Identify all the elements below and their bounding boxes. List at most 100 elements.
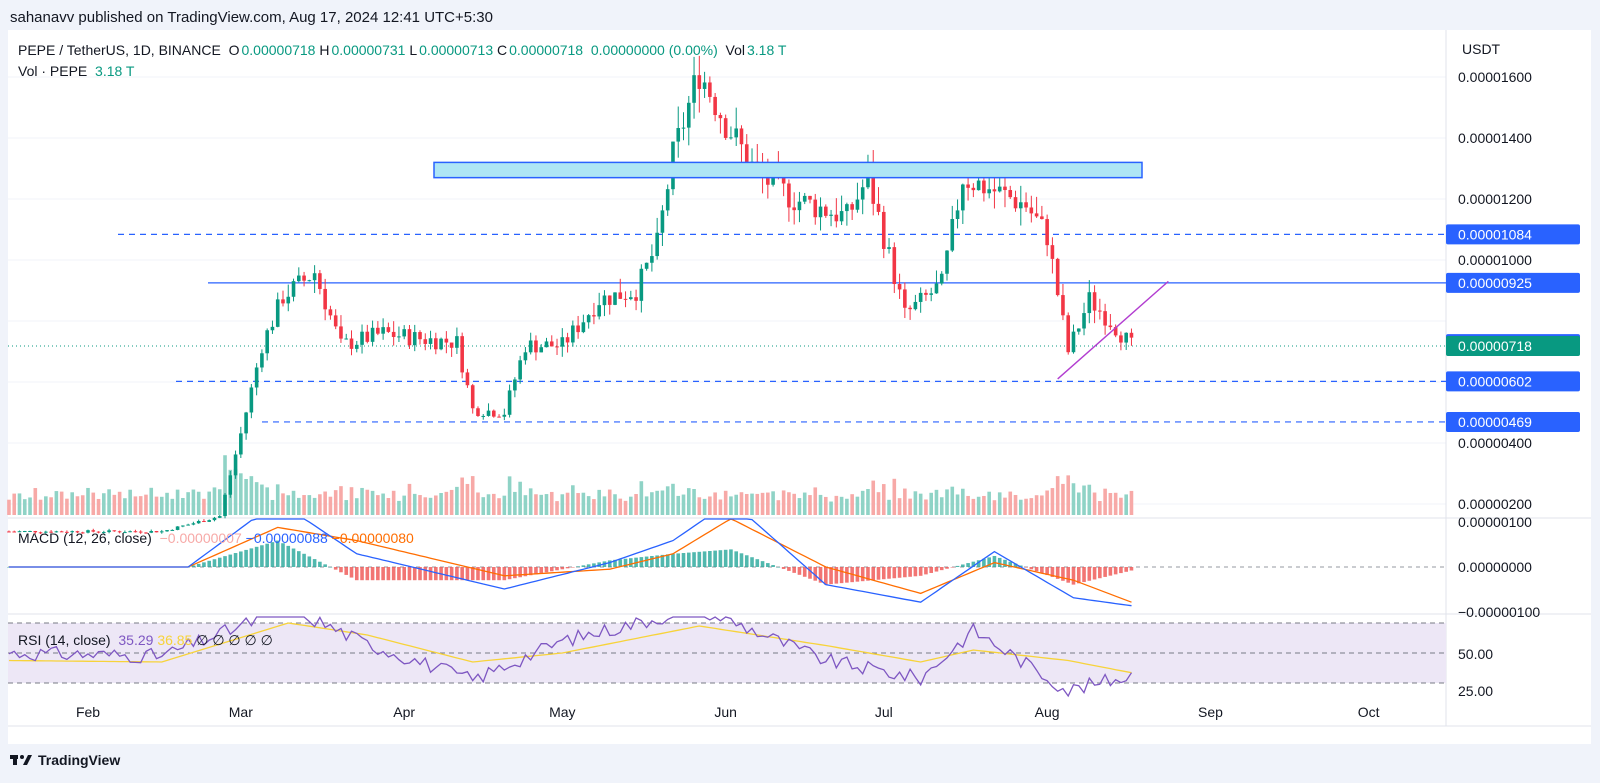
close-key: C bbox=[497, 42, 508, 58]
macd-histogram-bar bbox=[792, 567, 796, 573]
price-label-text: 0.00000718 bbox=[1458, 338, 1532, 354]
candle-body bbox=[544, 341, 549, 348]
macd-histogram-bar bbox=[312, 559, 317, 567]
candle-body bbox=[138, 531, 143, 533]
candle-body bbox=[818, 206, 823, 218]
tradingview-logo-icon[interactable] bbox=[10, 753, 34, 767]
volume-bar bbox=[207, 491, 212, 515]
candle-body bbox=[892, 247, 897, 285]
volume-bar bbox=[1113, 492, 1118, 515]
candle-body bbox=[918, 292, 923, 302]
candle-body bbox=[80, 532, 85, 534]
time-tick-label: Jul bbox=[875, 704, 893, 720]
volume-bar bbox=[829, 501, 833, 515]
volume-bar bbox=[702, 498, 707, 515]
volume-bar bbox=[629, 496, 633, 515]
candle-body bbox=[686, 102, 691, 128]
volume-bar bbox=[697, 497, 702, 515]
symbol-label[interactable]: PEPE / TetherUS, 1D, BINANCE bbox=[18, 42, 221, 58]
macd-histogram-bar bbox=[908, 567, 912, 577]
macd-histogram-bar bbox=[855, 567, 860, 582]
candle-body bbox=[260, 353, 264, 368]
tradingview-brand[interactable]: TradingView bbox=[38, 752, 121, 768]
volume-bar bbox=[818, 494, 823, 515]
candle-body bbox=[1092, 292, 1097, 311]
macd-histogram-bar bbox=[945, 567, 949, 569]
macd-histogram-bar bbox=[824, 567, 828, 585]
macd-histogram-bar bbox=[428, 567, 433, 581]
resistance-zone bbox=[433, 161, 1143, 179]
candle-body bbox=[365, 331, 370, 342]
candle-body bbox=[397, 336, 401, 338]
macd-histogram-bar bbox=[992, 556, 997, 567]
candle-body bbox=[244, 412, 248, 434]
candle-body bbox=[455, 336, 459, 348]
macd-histogram-bar bbox=[207, 560, 212, 567]
volume-bar bbox=[976, 496, 981, 515]
candle-body bbox=[191, 523, 196, 525]
volume-bar bbox=[713, 492, 717, 515]
candle-body bbox=[623, 298, 628, 300]
macd-name[interactable]: MACD (12, 26, close) bbox=[18, 530, 152, 546]
candle-body bbox=[154, 531, 159, 533]
macd-histogram-bar bbox=[903, 567, 907, 578]
macd-histogram-bar bbox=[1082, 567, 1086, 583]
volume-bar bbox=[850, 494, 854, 515]
rsi-name[interactable]: RSI (14, close) bbox=[18, 632, 111, 648]
macd-histogram-bar bbox=[539, 567, 544, 574]
volume-bar bbox=[523, 495, 528, 515]
candle-body bbox=[945, 250, 949, 274]
volume-bar bbox=[671, 483, 675, 515]
volume-bar bbox=[744, 493, 749, 515]
volume-bar bbox=[808, 495, 812, 515]
volume-bar bbox=[460, 477, 464, 515]
macd-histogram-bar bbox=[1087, 567, 1092, 581]
candle-body bbox=[233, 454, 238, 476]
candle-body bbox=[718, 115, 723, 119]
rsi-tick-label: 25.00 bbox=[1458, 683, 1493, 699]
macd-histogram-bar bbox=[412, 567, 417, 581]
volume-line-key[interactable]: Vol · PEPE bbox=[18, 63, 88, 79]
candle-body bbox=[650, 256, 654, 263]
candle-body bbox=[713, 96, 717, 116]
macd-histogram-bar bbox=[418, 567, 422, 581]
candle-body bbox=[560, 337, 565, 347]
candle-body bbox=[33, 530, 38, 533]
volume-bar bbox=[966, 495, 970, 515]
candle-body bbox=[391, 331, 396, 337]
macd-histogram-bar bbox=[244, 549, 248, 567]
volume-bar bbox=[576, 493, 580, 515]
candle-body bbox=[439, 338, 443, 350]
macd-tick-label: 0.00000000 bbox=[1458, 559, 1532, 575]
price-label-text: 0.00000602 bbox=[1458, 373, 1532, 389]
candle-body bbox=[1034, 213, 1039, 217]
macd-histogram-bar bbox=[971, 561, 976, 567]
volume-bar bbox=[982, 495, 986, 515]
volume-bar bbox=[260, 484, 264, 515]
time-tick-label: Apr bbox=[393, 704, 415, 720]
price-axis-currency: USDT bbox=[1462, 41, 1501, 57]
macd-histogram-bar bbox=[344, 567, 349, 575]
volume-bar bbox=[502, 495, 507, 515]
macd-histogram-bar bbox=[613, 559, 617, 567]
macd-histogram-bar bbox=[228, 554, 233, 567]
macd-histogram-bar bbox=[497, 567, 501, 581]
macd-histogram-bar bbox=[349, 567, 354, 578]
volume-bar bbox=[897, 498, 902, 515]
macd-histogram-bar bbox=[860, 567, 865, 582]
volume-bar bbox=[349, 487, 354, 515]
volume-bar bbox=[17, 493, 22, 515]
volume-bar bbox=[924, 499, 928, 515]
macd-histogram-bar bbox=[191, 565, 196, 567]
volume-bar bbox=[644, 496, 649, 515]
macd-histogram-bar bbox=[655, 555, 659, 567]
candle-body bbox=[7, 531, 11, 533]
macd-histogram-bar bbox=[802, 567, 807, 577]
price-tick-label: 0.00001000 bbox=[1458, 252, 1532, 268]
volume-bar bbox=[455, 486, 459, 515]
candle-body bbox=[734, 128, 739, 138]
candle-body bbox=[91, 530, 96, 532]
rsi-value: 35.29 bbox=[118, 632, 154, 648]
candle-body bbox=[1003, 186, 1007, 191]
